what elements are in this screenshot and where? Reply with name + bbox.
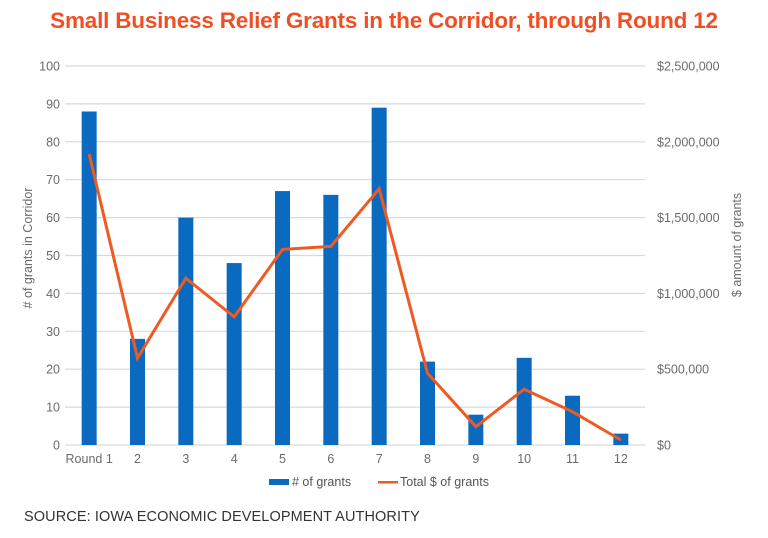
right-axis-ticks: $0 $500,000 $1,000,000 $1,500,000 $2,000,000… <box>657 60 720 453</box>
left-tick-label: 30 <box>46 325 60 339</box>
left-tick-label: 0 <box>53 439 60 453</box>
right-tick-label: $1,500,000 <box>657 211 720 225</box>
right-tick-label: $500,000 <box>657 363 709 377</box>
x-axis-ticks: Round 1 2 3 4 5 6 7 8 9 10 11 12 <box>66 452 628 466</box>
left-tick-label: 20 <box>46 363 60 377</box>
x-tick-label: 11 <box>566 452 579 466</box>
bar-grants <box>323 194 339 445</box>
x-tick-label: 3 <box>182 452 189 466</box>
bar-grants <box>275 191 290 445</box>
x-tick-label: 6 <box>327 452 334 466</box>
chart-title: Small Business Relief Grants in the Corr… <box>50 8 718 33</box>
legend-swatch-total <box>378 481 398 484</box>
legend-swatch-grants <box>269 479 289 485</box>
left-tick-label: 10 <box>46 401 60 415</box>
left-tick-label: 60 <box>46 211 60 225</box>
x-tick-label: 9 <box>472 452 479 466</box>
x-tick-label: 4 <box>231 452 238 466</box>
legend-label-grants: # of grants <box>292 475 351 489</box>
line-series <box>87 153 622 442</box>
bar-grants <box>420 361 435 445</box>
bar-grants <box>565 395 580 445</box>
bar-grants <box>178 217 194 445</box>
x-tick-label: 10 <box>517 452 531 466</box>
legend: # of grants Total $ of grants <box>269 475 489 489</box>
source-note: SOURCE: IOWA ECONOMIC DEVELOPMENT AUTHOR… <box>24 509 420 525</box>
right-tick-label: $2,500,000 <box>657 60 720 74</box>
left-axis-ticks: 0 10 20 30 40 50 60 70 80 90 100 <box>39 60 60 453</box>
x-tick-label: Round 1 <box>66 452 113 466</box>
gridlines <box>65 65 645 446</box>
left-axis-label: # of grants in Corridor <box>21 188 35 309</box>
line-total-dollars <box>87 153 622 442</box>
bar-series <box>81 107 629 445</box>
right-axis-label: $ amount of grants <box>730 193 744 297</box>
right-tick-label: $2,000,000 <box>657 135 720 149</box>
bar-grants <box>516 357 532 445</box>
left-tick-label: 50 <box>46 249 60 263</box>
x-tick-label: 12 <box>614 452 628 466</box>
bar-grants <box>130 338 145 445</box>
legend-label-total: Total $ of grants <box>400 475 489 489</box>
bar-grants <box>371 107 387 445</box>
x-tick-label: 7 <box>376 452 383 466</box>
x-tick-label: 2 <box>134 452 141 466</box>
bar-grants <box>226 263 242 445</box>
left-tick-label: 70 <box>46 173 60 187</box>
right-tick-label: $0 <box>657 439 671 453</box>
left-tick-label: 100 <box>39 60 60 74</box>
left-tick-label: 80 <box>46 135 60 149</box>
left-tick-label: 40 <box>46 287 60 301</box>
x-tick-label: 8 <box>424 452 431 466</box>
right-tick-label: $1,000,000 <box>657 287 720 301</box>
x-tick-label: 5 <box>279 452 286 466</box>
bar-grants <box>81 111 97 445</box>
left-tick-label: 90 <box>46 97 60 111</box>
